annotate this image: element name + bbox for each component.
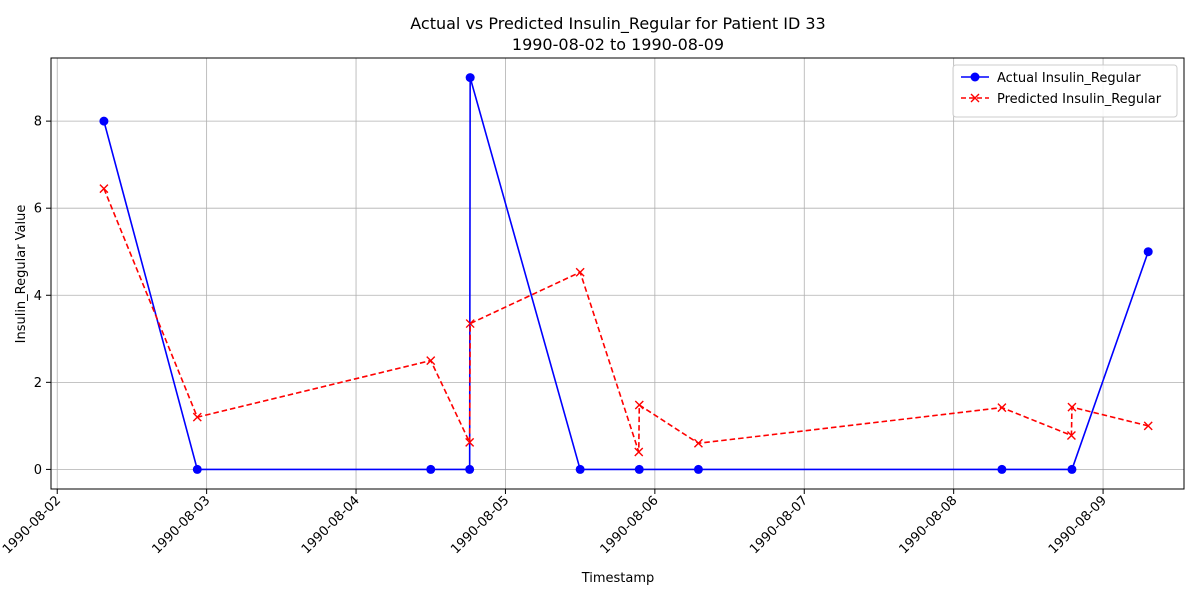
series-actual xyxy=(99,73,1153,474)
series-line-predicted xyxy=(103,188,1149,453)
y-axis: 0 2 4 6 8 xyxy=(34,115,51,478)
data-point xyxy=(1143,421,1153,431)
series-layer xyxy=(99,73,1153,474)
x-tick-label: 1990-08-09 xyxy=(1046,493,1110,557)
y-tick-label: 8 xyxy=(34,115,42,130)
x-tick-label: 1990-08-08 xyxy=(896,493,960,557)
plot-frame xyxy=(50,57,1185,490)
legend-predicted-label: Predicted Insulin_Regular xyxy=(997,92,1162,107)
legend-predicted-marker xyxy=(970,93,980,103)
legend-box xyxy=(952,64,1178,118)
data-point xyxy=(1066,430,1076,440)
y-tick-label: 2 xyxy=(34,376,42,391)
x-tick-label: 1990-08-02 xyxy=(0,493,64,557)
y-tick-label: 0 xyxy=(34,463,42,478)
data-point xyxy=(465,437,475,447)
x-tick-label: 1990-08-03 xyxy=(149,493,213,557)
data-point xyxy=(997,464,1007,474)
y-tick-label: 4 xyxy=(34,289,42,304)
data-point xyxy=(1067,402,1077,412)
legend-actual-label: Actual Insulin_Regular xyxy=(997,71,1141,86)
data-point xyxy=(693,438,703,448)
data-point xyxy=(634,464,644,474)
x-axis-label: Timestamp xyxy=(581,571,655,586)
data-point xyxy=(426,356,436,366)
data-point xyxy=(1067,464,1077,474)
legend-entry-actual: Actual Insulin_Regular xyxy=(961,71,1141,86)
data-point xyxy=(426,464,436,474)
data-point xyxy=(575,464,585,474)
data-point xyxy=(99,184,109,194)
data-point xyxy=(693,464,703,474)
data-point xyxy=(465,73,475,83)
data-point xyxy=(192,464,202,474)
legend-actual-marker xyxy=(970,72,980,82)
chart-subtitle: 1990-08-02 to 1990-08-09 xyxy=(512,35,724,54)
x-tick-label: 1990-08-04 xyxy=(299,493,363,557)
data-point xyxy=(575,267,585,277)
x-tick-label: 1990-08-05 xyxy=(448,493,512,557)
legend: Actual Insulin_Regular Predicted Insulin… xyxy=(952,64,1178,118)
x-tick-label: 1990-08-06 xyxy=(598,493,662,557)
data-point xyxy=(634,400,644,410)
data-point xyxy=(634,447,644,457)
data-point xyxy=(465,319,475,329)
x-axis: 1990-08-02 1990-08-03 1990-08-04 1990-08-05… xyxy=(0,489,1110,557)
data-point xyxy=(192,412,202,422)
data-point xyxy=(997,403,1007,413)
data-point xyxy=(1143,247,1153,257)
y-axis-label: Insulin_Regular Value xyxy=(14,205,29,344)
data-point xyxy=(99,116,109,126)
y-tick-label: 6 xyxy=(34,202,42,217)
chart-title: Actual vs Predicted Insulin_Regular for … xyxy=(410,14,825,34)
series-predicted xyxy=(99,184,1153,457)
x-tick-label: 1990-08-07 xyxy=(747,493,811,557)
grid xyxy=(51,58,1184,489)
data-point xyxy=(465,464,475,474)
legend-entry-predicted: Predicted Insulin_Regular xyxy=(961,92,1162,107)
